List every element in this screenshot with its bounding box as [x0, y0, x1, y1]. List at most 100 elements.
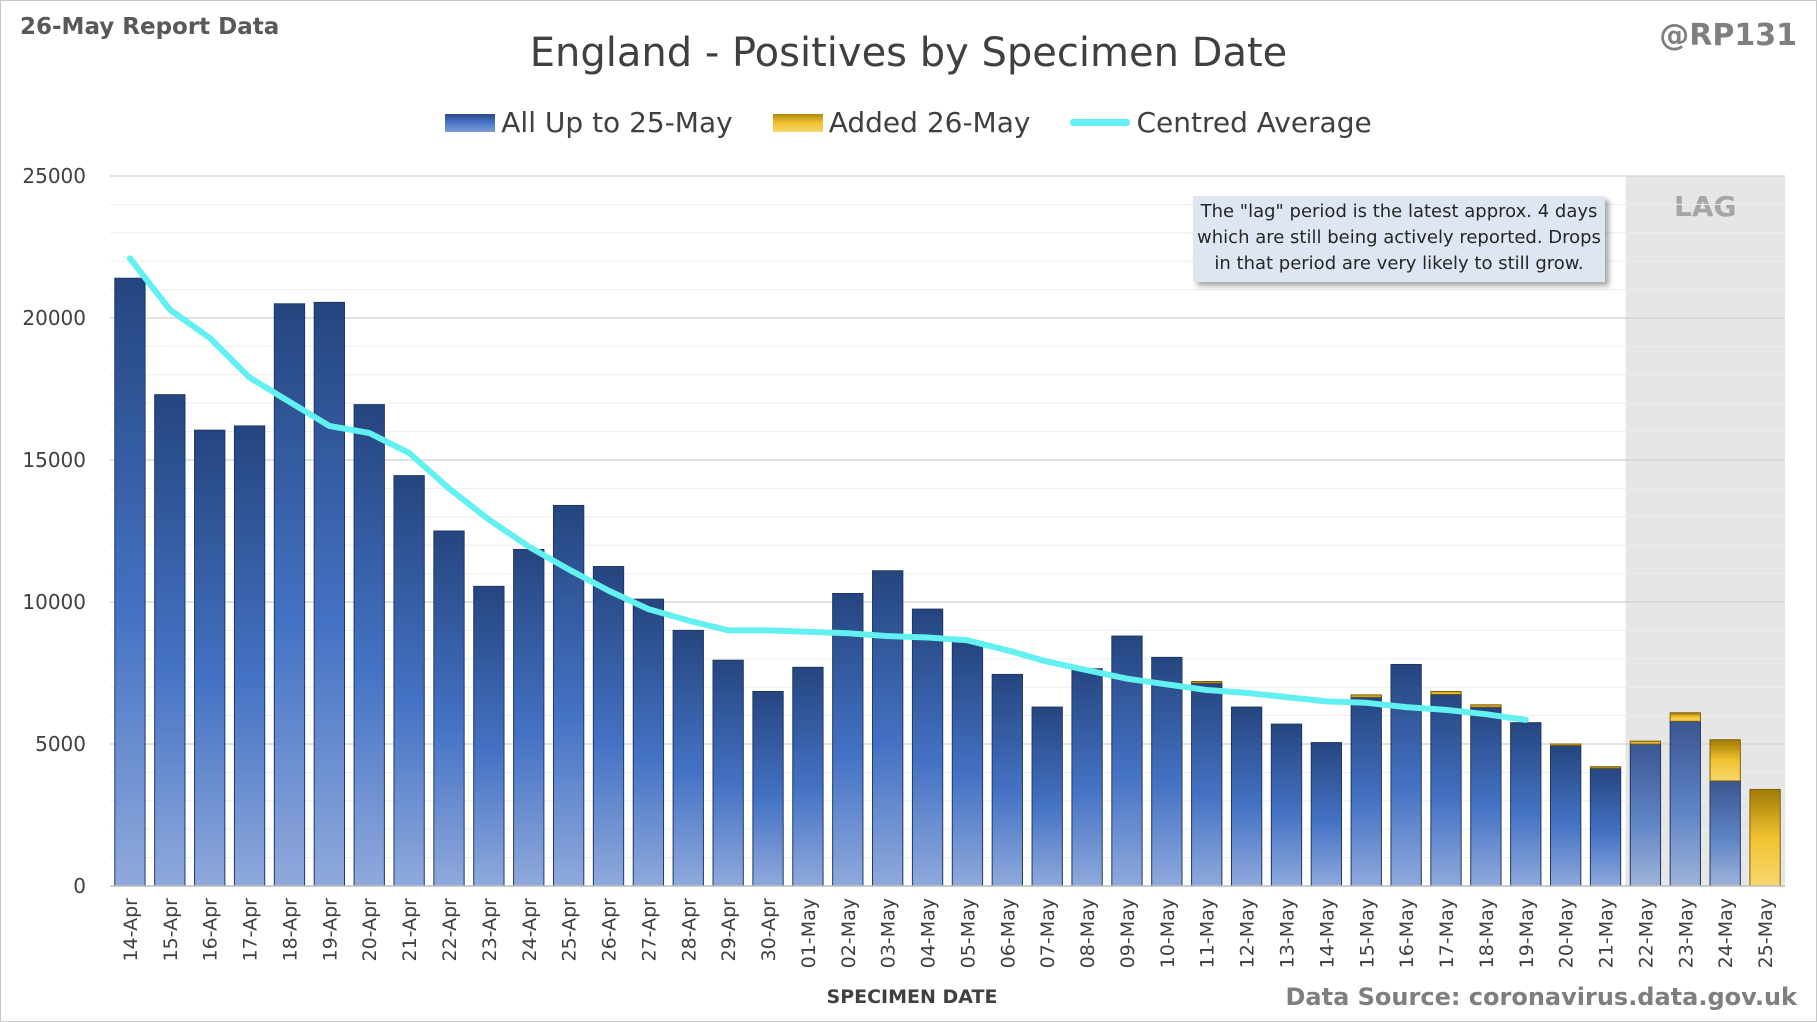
author-handle: @RP131 — [1659, 18, 1797, 53]
x-tick-label: 23-May — [1675, 898, 1697, 968]
lag-note-line-2: which are still being actively reported.… — [1197, 227, 1601, 248]
x-axis-title: SPECIMEN DATE — [827, 986, 998, 1008]
bar-base — [1151, 656, 1183, 887]
legend-swatch-gold — [772, 113, 823, 132]
x-tick-label: 25-Apr — [559, 898, 581, 962]
y-tick-label: 20000 — [22, 306, 86, 330]
bar-base — [1230, 706, 1263, 887]
x-tick-label: 24-May — [1715, 898, 1737, 968]
report-date-label: 26-May Report Data — [20, 14, 280, 40]
bar-added — [1350, 694, 1382, 698]
x-tick-label: 01-May — [798, 898, 820, 968]
bar-base — [1629, 743, 1662, 887]
legend-swatch-line — [1070, 119, 1131, 126]
x-tick-label: 07-May — [1037, 898, 1059, 968]
bar-base — [114, 277, 146, 887]
bar-added — [1430, 690, 1462, 695]
bar-base — [592, 566, 625, 887]
x-tick-label: 20-Apr — [359, 898, 381, 962]
bar-base — [473, 585, 505, 887]
bar-base — [194, 429, 226, 887]
x-tick-label: 10-May — [1157, 898, 1179, 968]
bar-base — [1350, 696, 1382, 887]
x-tick-label: 21-May — [1596, 898, 1618, 968]
x-tick-label: 19-Apr — [319, 898, 341, 962]
x-tick-label: 25-May — [1755, 898, 1777, 968]
x-tick-label: 23-Apr — [479, 898, 501, 962]
bar-base — [712, 659, 744, 887]
x-tick-label: 28-Apr — [678, 898, 700, 962]
legend-item-added: Added 26-May — [772, 106, 1031, 139]
x-tick-label: 08-May — [1077, 898, 1099, 968]
bar-base — [632, 598, 665, 887]
bar-added — [1470, 704, 1502, 708]
x-tick-label: 21-Apr — [399, 898, 421, 962]
bar-base — [154, 394, 186, 887]
bar-base — [832, 592, 864, 887]
x-tick-label: 06-May — [997, 898, 1019, 968]
legend-swatch-blue — [445, 113, 496, 132]
bar-base — [1270, 723, 1303, 887]
bar-base — [433, 530, 465, 887]
x-tick-label: 17-May — [1436, 898, 1458, 968]
y-tick-label: 10000 — [22, 590, 86, 614]
bar-added — [1550, 743, 1582, 746]
bar-base — [911, 608, 944, 887]
x-tick-label: 03-May — [878, 898, 900, 968]
y-tick-label: 15000 — [22, 448, 86, 472]
bar-base — [1470, 706, 1502, 887]
legend-label-added: Added 26-May — [828, 106, 1031, 139]
bar-base — [1390, 663, 1422, 887]
bar-base — [1669, 720, 1701, 887]
bar-base — [273, 303, 306, 887]
legend-item-average: Centred Average — [1070, 106, 1372, 139]
x-tick-label: 13-May — [1276, 898, 1298, 968]
x-tick-label: 02-May — [838, 898, 860, 968]
x-tick-label: 12-May — [1237, 898, 1259, 968]
x-tick-label: 15-May — [1356, 898, 1378, 968]
bar-base — [233, 425, 266, 887]
bar-base — [752, 690, 784, 887]
bar-base — [1709, 780, 1741, 887]
bar-base — [393, 475, 425, 887]
x-tick-label: 09-May — [1117, 898, 1139, 968]
bar-added — [1749, 788, 1781, 887]
bar-base — [1510, 722, 1542, 887]
x-tick-label: 29-Apr — [718, 898, 740, 962]
x-tick-label: 15-Apr — [160, 898, 182, 962]
bar-added — [1629, 740, 1662, 745]
x-tick-label: 30-Apr — [758, 898, 780, 962]
y-tick-label: 5000 — [35, 732, 86, 756]
bar-base — [1550, 744, 1582, 887]
x-tick-label: 19-May — [1516, 898, 1538, 968]
bar-base — [513, 548, 545, 887]
bar-base — [991, 673, 1023, 887]
bar-added — [1709, 739, 1741, 782]
x-tick-label: 26-Apr — [599, 898, 621, 962]
x-tick-label: 27-Apr — [638, 898, 660, 962]
bar-base — [872, 570, 904, 887]
x-tick-label: 20-May — [1556, 898, 1578, 968]
x-tick-label: 04-May — [918, 898, 940, 968]
chart-title: England - Positives by Specimen Date — [529, 30, 1288, 76]
x-tick-label: 22-Apr — [439, 898, 461, 962]
chart-legend: All Up to 25-May Added 26-May Centred Av… — [0, 106, 1817, 139]
y-tick-label: 0 — [73, 874, 86, 898]
y-tick-label: 25000 — [22, 164, 86, 188]
x-tick-label: 22-May — [1635, 898, 1657, 968]
lag-note: The "lag" period is the latest approx. 4… — [1193, 196, 1605, 282]
bar-added — [1589, 766, 1622, 769]
bar-added — [1669, 712, 1701, 722]
bar-added — [1191, 681, 1223, 684]
legend-label-average: Centred Average — [1136, 106, 1372, 139]
lag-note-line-3: in that period are very likely to still … — [1214, 253, 1584, 274]
legend-label-all: All Up to 25-May — [501, 106, 733, 139]
data-source: Data Source: coronavirus.data.gov.uk — [1285, 983, 1798, 1011]
bar-base — [1071, 668, 1103, 887]
bar-base — [672, 629, 704, 887]
x-tick-label: 11-May — [1197, 898, 1219, 968]
lag-label: LAG — [1674, 190, 1737, 223]
x-tick-label: 14-Apr — [120, 898, 142, 962]
x-tick-label: 16-May — [1396, 898, 1418, 968]
